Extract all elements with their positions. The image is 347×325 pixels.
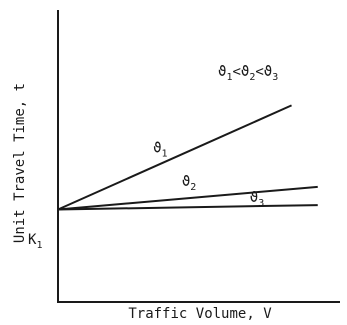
x-axis-label: Traffic Volume, V xyxy=(128,306,272,322)
y-axis-label: Unit Travel Time, t xyxy=(12,83,28,243)
series-layer: ϑ1 ϑ2 ϑ3 xyxy=(57,104,318,211)
series-line-1 xyxy=(57,104,292,211)
series-label-2: ϑ2 xyxy=(182,174,196,193)
series-line-3 xyxy=(57,204,318,211)
intercept-label: K1 xyxy=(28,232,42,251)
ordering-annotation: ϑ1<ϑ2<ϑ3 xyxy=(218,64,278,83)
series-label-1: ϑ1 xyxy=(153,141,167,160)
series-label-3: ϑ3 xyxy=(250,190,264,209)
series-line-2 xyxy=(57,185,318,211)
